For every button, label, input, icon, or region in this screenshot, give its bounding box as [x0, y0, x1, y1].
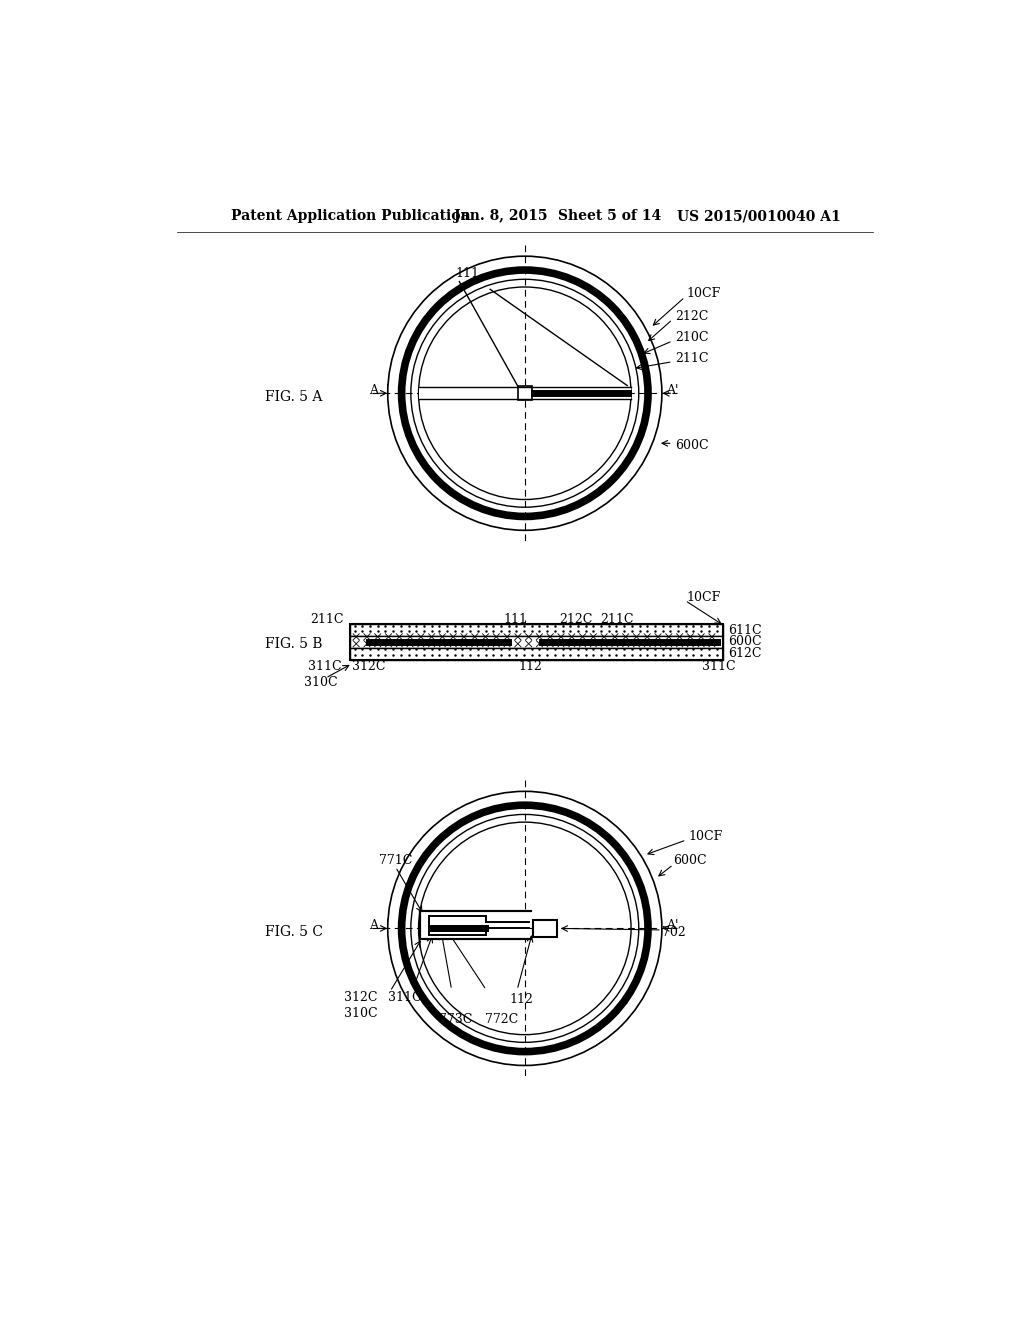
Text: 611C: 611C	[728, 623, 762, 636]
Text: 111: 111	[503, 612, 527, 626]
Text: 211C: 211C	[675, 352, 709, 366]
Text: ': '	[385, 384, 388, 393]
Text: US 2015/0010040 A1: US 2015/0010040 A1	[677, 209, 841, 223]
Text: Sheet 5 of 14: Sheet 5 of 14	[558, 209, 662, 223]
Text: 702: 702	[662, 925, 686, 939]
Text: ': '	[385, 919, 388, 929]
Text: 612C: 612C	[728, 647, 762, 660]
Text: A': A'	[666, 384, 678, 397]
Text: 211C: 211C	[310, 612, 344, 626]
Bar	[350, 624, 724, 660]
Bar	[518, 387, 531, 400]
Text: 600C: 600C	[675, 440, 709, 453]
Text: FIG. 5 C: FIG. 5 C	[265, 925, 324, 940]
Text: 312C: 312C	[351, 660, 385, 673]
Text: 211C: 211C	[600, 612, 634, 626]
Text: 311C: 311C	[307, 660, 341, 673]
Text: 600C: 600C	[728, 635, 762, 648]
Text: 112: 112	[509, 993, 534, 1006]
Bar	[350, 624, 724, 636]
Text: A': A'	[666, 919, 678, 932]
Text: 212C: 212C	[675, 310, 709, 323]
Bar	[350, 636, 724, 648]
Text: 312C: 312C	[344, 991, 378, 1005]
Text: 310C: 310C	[304, 676, 338, 689]
Text: 600C: 600C	[674, 854, 707, 867]
Text: 772C: 772C	[484, 1012, 518, 1026]
Text: 311C: 311C	[388, 991, 421, 1005]
Text: A: A	[370, 384, 379, 397]
Text: 773C: 773C	[438, 1012, 472, 1026]
Text: FIG. 5 B: FIG. 5 B	[265, 636, 323, 651]
Text: 310C: 310C	[344, 1007, 378, 1019]
Text: 112: 112	[518, 660, 543, 673]
Text: 311C: 311C	[701, 660, 735, 673]
Text: 771C: 771C	[379, 854, 412, 867]
Text: Patent Application Publication: Patent Application Publication	[230, 209, 470, 223]
Text: 111: 111	[456, 268, 479, 280]
Bar	[421, 912, 530, 939]
Bar	[350, 648, 724, 660]
Text: 212C: 212C	[559, 612, 593, 626]
Bar	[419, 387, 631, 400]
Text: A: A	[370, 919, 379, 932]
Text: 10CF: 10CF	[689, 829, 723, 842]
Bar	[532, 920, 557, 937]
Text: 10CF: 10CF	[686, 591, 721, 603]
Text: Jan. 8, 2015: Jan. 8, 2015	[454, 209, 548, 223]
Text: 10CF: 10CF	[686, 286, 721, 300]
Text: FIG. 5 A: FIG. 5 A	[265, 391, 323, 404]
Text: 210C: 210C	[675, 331, 709, 345]
